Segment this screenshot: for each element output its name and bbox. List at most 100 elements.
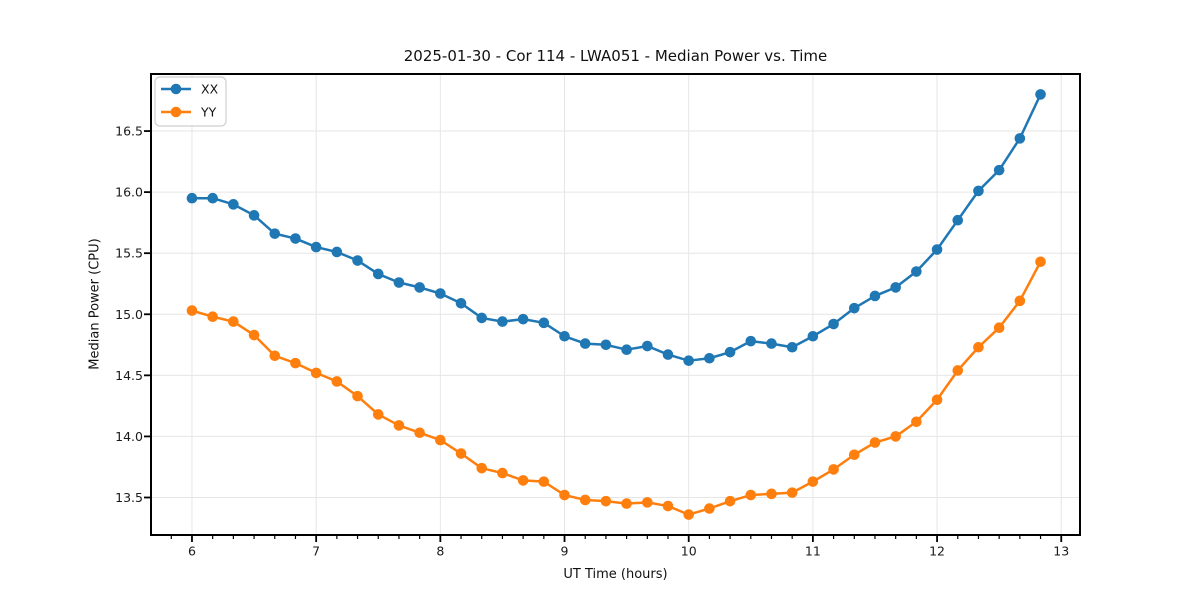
series-yy-point <box>869 437 881 448</box>
series-yy-point <box>290 357 301 369</box>
series-xx-point <box>642 340 653 352</box>
series-xx-point <box>786 341 798 353</box>
series-xx-point <box>993 164 1005 176</box>
series-xx-point <box>621 344 632 355</box>
plot-border <box>150 73 1081 536</box>
series-yy-point <box>393 420 405 431</box>
x-tick-label: 12 <box>929 544 945 559</box>
series-xx-point <box>704 352 715 364</box>
series-yy-line <box>191 261 1042 516</box>
series-yy-point <box>848 449 860 461</box>
series-yy-point <box>1035 256 1046 268</box>
series-xx-point <box>269 228 281 239</box>
series-xx-point <box>766 338 777 349</box>
series-yy-point <box>766 488 777 500</box>
series-yy-point <box>931 394 943 406</box>
series-yy-point <box>724 495 736 507</box>
series-yy-point <box>186 305 198 316</box>
series-yy-point <box>331 376 343 387</box>
series-xx-point <box>310 241 322 253</box>
y-tick-label: 14.0 <box>115 429 143 444</box>
y-tick-label: 16.5 <box>115 124 143 139</box>
series-xx-point <box>579 338 591 349</box>
x-tick-label: 13 <box>1053 544 1069 559</box>
series-yy-point <box>786 487 798 498</box>
series-yy-point <box>476 462 488 474</box>
series-xx-point <box>372 268 384 280</box>
series-yy-point <box>993 322 1005 334</box>
legend-label: XX <box>201 82 219 97</box>
series-yy-point <box>455 448 467 459</box>
legend-sample-marker <box>170 106 182 118</box>
series-xx-point <box>1014 133 1026 144</box>
chart-title: 2025-01-30 - Cor 114 - LWA051 - Median P… <box>403 47 828 65</box>
series-xx-point <box>952 214 964 226</box>
series-xx-point <box>828 318 839 330</box>
series-yy-point <box>248 329 260 341</box>
series-yy-point <box>952 365 964 376</box>
series-xx-point <box>414 282 425 293</box>
x-tick-label: 8 <box>436 544 444 559</box>
legend-label: YY <box>200 105 217 120</box>
series-yy-point <box>973 341 984 353</box>
series-yy-point <box>207 311 218 323</box>
series-xx-point <box>228 199 239 210</box>
series-yy-point <box>228 316 239 327</box>
series-yy-point <box>517 475 529 486</box>
series-xx-point <box>455 297 467 309</box>
series-xx-point <box>973 185 984 197</box>
series-xx-line <box>191 93 1042 362</box>
series-xx-point <box>435 288 446 299</box>
series-xx-point <box>683 355 695 366</box>
series-yy-point <box>745 489 757 501</box>
series-yy-point <box>704 503 715 514</box>
series-xx-point <box>662 349 674 360</box>
x-axis-label: UT Time (hours) <box>563 567 668 582</box>
series-xx-point <box>931 244 943 255</box>
series-xx-point <box>600 339 612 351</box>
series-yy-point <box>621 498 632 509</box>
series-xx-point <box>290 233 301 244</box>
series-yy-point <box>435 434 446 446</box>
series-yy-point <box>890 431 901 442</box>
series-xx-point <box>331 246 343 258</box>
x-tick-label: 10 <box>681 544 697 559</box>
series-xx-point <box>890 282 901 293</box>
x-tick-label: 7 <box>312 544 320 559</box>
series-xx-point <box>497 316 508 327</box>
series-yy-point <box>310 367 322 379</box>
x-tick-label: 6 <box>188 544 196 559</box>
series-yy-point <box>1014 295 1026 307</box>
series-yy-point <box>807 476 819 487</box>
series-yy-point <box>911 416 922 428</box>
series-yy-point <box>642 497 653 508</box>
series-xx-point <box>869 290 881 302</box>
series-yy-point <box>538 476 550 487</box>
series-yy-point <box>497 467 508 479</box>
series-xx-point <box>248 210 260 221</box>
series-yy-point <box>579 494 591 506</box>
series-yy-point <box>269 350 281 362</box>
series-xx-point <box>393 277 405 288</box>
series-yy-point <box>662 500 674 512</box>
y-tick-label: 13.5 <box>115 490 143 505</box>
y-tick-label: 15.5 <box>115 246 143 261</box>
series-xx-point <box>724 346 736 358</box>
x-tick-label: 9 <box>561 544 569 559</box>
series-yy-point <box>559 489 570 501</box>
series-xx-point <box>559 330 570 342</box>
series-xx-point <box>538 317 550 329</box>
series-xx-point <box>848 302 860 314</box>
series-xx-point <box>476 312 488 324</box>
series-xx-point <box>352 255 363 266</box>
series-yy-point <box>828 464 839 475</box>
series-xx-point <box>207 192 218 204</box>
y-tick-label: 16.0 <box>115 185 143 200</box>
series-yy-point <box>372 409 384 420</box>
y-tick-label: 14.5 <box>115 368 143 383</box>
series-yy-point <box>683 509 695 520</box>
series-xx-point <box>1035 89 1046 100</box>
series-xx-point <box>911 266 922 277</box>
